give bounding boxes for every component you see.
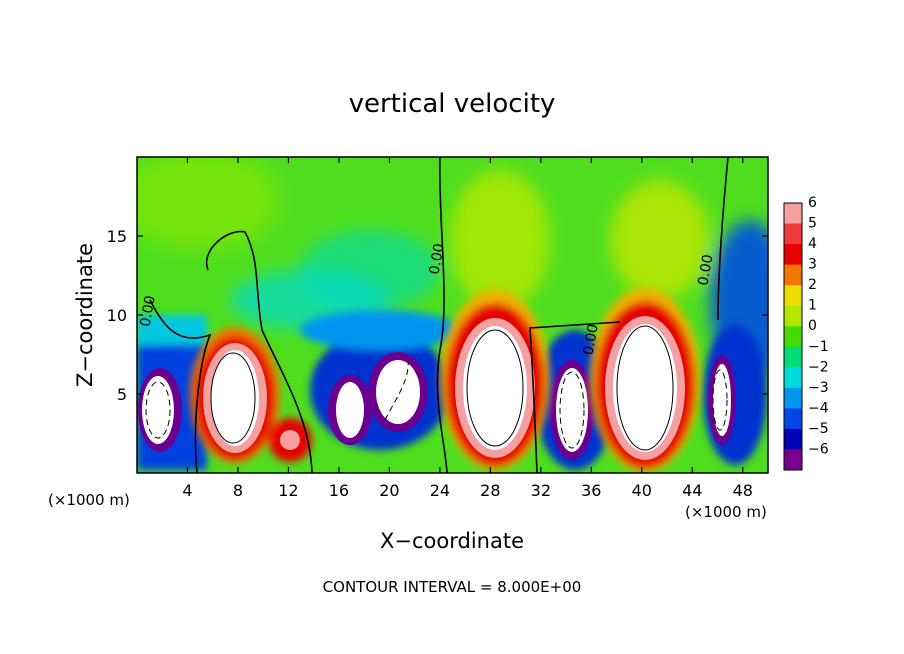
x-tick-label: 28: [480, 481, 500, 500]
contour-label: 0.00: [138, 294, 159, 327]
x-unit-left: (×1000 m): [48, 491, 130, 509]
chart-title: vertical velocity: [349, 89, 556, 119]
colorbar-label: 6: [808, 195, 817, 211]
colorbar-swatch: [784, 346, 802, 368]
colorbar-swatch: [784, 264, 802, 286]
colorbar-label: 0: [808, 318, 817, 334]
contour-label: 0.00: [581, 323, 602, 356]
y-tick-label: 5: [117, 385, 127, 404]
x-axis-label: X−coordinate: [380, 529, 524, 553]
colorbar-label: −5: [808, 421, 829, 437]
x-tick-label: 16: [329, 481, 349, 500]
colorbar-swatch: [784, 367, 802, 389]
colorbar-label: 4: [808, 236, 817, 252]
colorbar-label: −2: [808, 359, 829, 375]
contour-labels: 0.00 0.00 0.00 0.00: [138, 242, 717, 356]
colorbar-label: −6: [808, 441, 829, 457]
colorbar-swatch: [784, 449, 802, 471]
colorbar-label: 5: [808, 216, 817, 232]
colorbar-swatch: [784, 408, 802, 430]
x-tick-label: 20: [379, 481, 399, 500]
y-tick-label: 10: [107, 306, 127, 325]
colorbar-frame: [783, 202, 803, 471]
contour-interval-note: CONTOUR INTERVAL = 8.000E+00: [323, 578, 582, 596]
colorbar-label: −4: [808, 400, 829, 416]
x-unit-right: (×1000 m): [685, 503, 767, 521]
x-tick-label: 36: [581, 481, 601, 500]
x-tick-label: 48: [733, 481, 753, 500]
colorbar-swatch: [784, 387, 802, 409]
colorbar-swatch: [784, 326, 802, 348]
colorbar-label: 2: [808, 277, 817, 293]
colorbar-swatch: [784, 244, 802, 266]
colorbar-swatch: [784, 285, 802, 307]
contour-label: 0.00: [427, 242, 448, 275]
x-tick-label: 4: [182, 481, 192, 500]
x-tick-label: 12: [278, 481, 298, 500]
colorbar-label: −1: [808, 339, 829, 355]
x-tick-label: 8: [233, 481, 243, 500]
x-tick-label: 40: [632, 481, 652, 500]
colorbar-swatch: [784, 305, 802, 327]
heatmap-field: [137, 157, 768, 473]
colorbar-label: 1: [808, 298, 817, 314]
colorbar-label: 3: [808, 257, 817, 273]
colorbar-swatch: [784, 203, 802, 225]
contour-label: 0.00: [695, 253, 716, 286]
x-tick-label: 24: [430, 481, 450, 500]
y-tick-label: 15: [107, 227, 127, 246]
colorbar: 6 5 4 3 2 1 0 −1 −2 −3 −4 −5 −6: [783, 195, 829, 471]
colorbar-swatch: [784, 223, 802, 245]
y-axis-ticks: 5 10 15: [107, 227, 768, 404]
y-axis-label: Z−coordinate: [73, 243, 97, 387]
colorbar-swatch: [784, 428, 802, 450]
x-tick-label: 44: [682, 481, 702, 500]
colorbar-label: −3: [808, 380, 829, 396]
x-axis-ticks: 4 8 12 16 20 24 28 32 36 40 44 48: [182, 157, 753, 500]
x-tick-label: 32: [531, 481, 551, 500]
